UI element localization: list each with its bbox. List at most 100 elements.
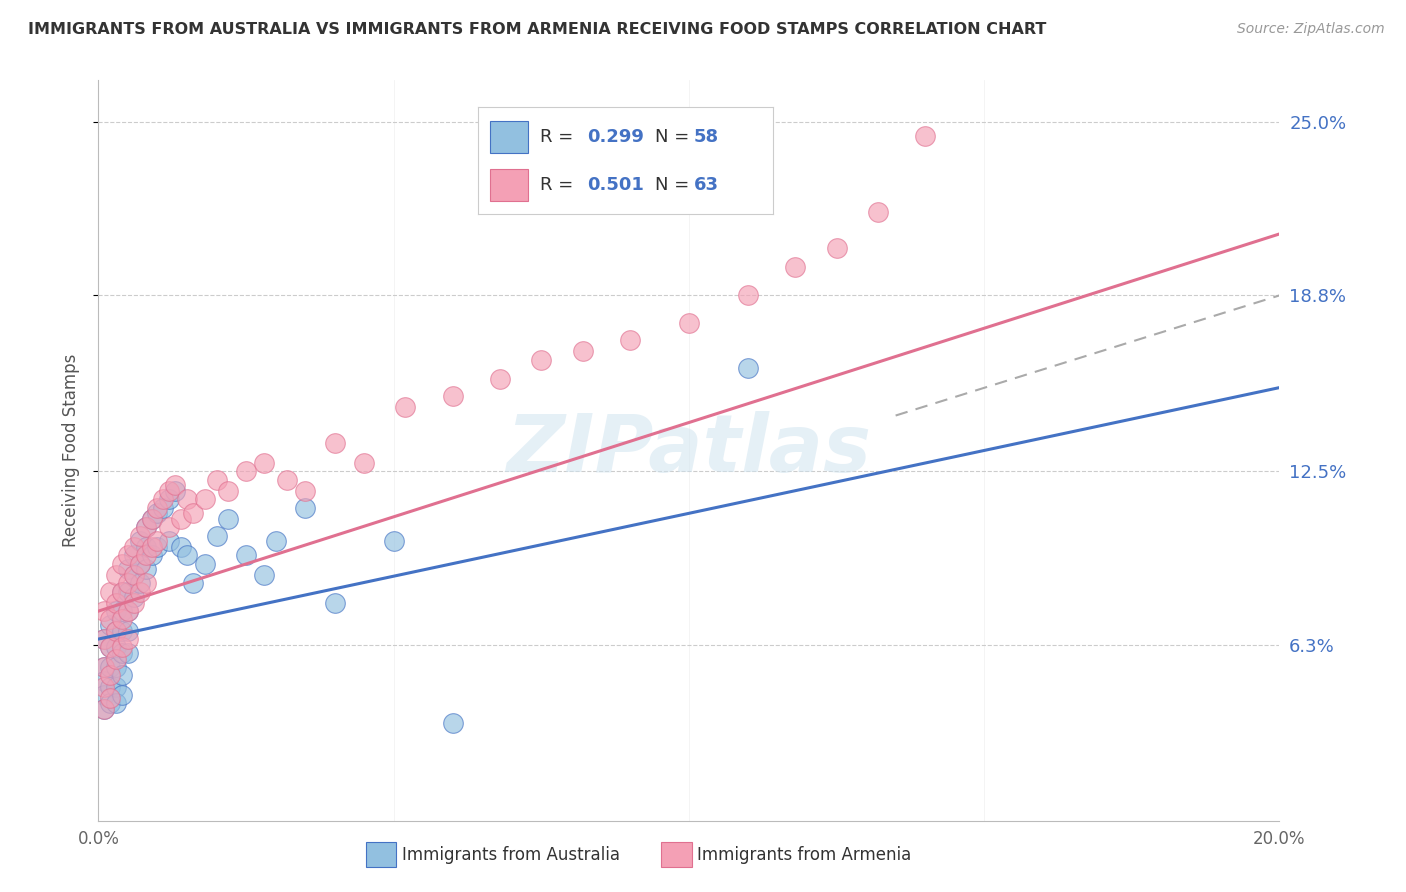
Point <box>825 241 848 255</box>
Point <box>141 512 163 526</box>
Point <box>117 604 139 618</box>
Point <box>146 506 169 520</box>
Point <box>194 492 217 507</box>
Point <box>128 576 150 591</box>
Point <box>111 584 134 599</box>
Text: R =: R = <box>540 128 579 146</box>
Point <box>117 632 139 646</box>
Y-axis label: Receiving Food Stamps: Receiving Food Stamps <box>62 354 80 547</box>
Point <box>152 500 174 515</box>
Point <box>530 352 553 367</box>
Point <box>111 624 134 638</box>
Text: R =: R = <box>540 177 579 194</box>
Point <box>122 540 145 554</box>
Text: Source: ZipAtlas.com: Source: ZipAtlas.com <box>1237 22 1385 37</box>
Text: IMMIGRANTS FROM AUSTRALIA VS IMMIGRANTS FROM ARMENIA RECEIVING FOOD STAMPS CORRE: IMMIGRANTS FROM AUSTRALIA VS IMMIGRANTS … <box>28 22 1046 37</box>
Point <box>141 512 163 526</box>
Point <box>111 640 134 655</box>
Point <box>217 483 239 498</box>
Point <box>235 548 257 562</box>
Point <box>111 646 134 660</box>
Point <box>194 557 217 571</box>
Point <box>93 702 115 716</box>
Point <box>128 557 150 571</box>
Point <box>737 361 759 376</box>
Point <box>105 624 128 638</box>
Text: 58: 58 <box>693 128 718 146</box>
Point <box>98 640 121 655</box>
Point <box>146 534 169 549</box>
Point <box>105 680 128 694</box>
Point <box>141 540 163 554</box>
Point <box>235 464 257 478</box>
Point <box>353 456 375 470</box>
Point <box>441 715 464 730</box>
Point <box>105 604 128 618</box>
Point <box>264 534 287 549</box>
Point <box>176 548 198 562</box>
Point <box>117 548 139 562</box>
Point <box>122 590 145 604</box>
Point <box>276 473 298 487</box>
Point <box>93 702 115 716</box>
Point <box>382 534 405 549</box>
Point <box>117 576 139 591</box>
Point <box>157 520 180 534</box>
Point <box>98 668 121 682</box>
Point <box>217 512 239 526</box>
Point <box>323 436 346 450</box>
Point <box>105 696 128 710</box>
Point <box>135 576 157 591</box>
Point <box>253 567 276 582</box>
Point <box>294 500 316 515</box>
Point <box>117 624 139 638</box>
Point <box>98 584 121 599</box>
Point <box>98 690 121 705</box>
Point <box>105 596 128 610</box>
Point <box>93 680 115 694</box>
Point <box>146 500 169 515</box>
Point <box>105 624 128 638</box>
Text: 0.299: 0.299 <box>588 128 644 146</box>
Point <box>105 660 128 674</box>
Point <box>135 540 157 554</box>
Point <box>441 389 464 403</box>
Point <box>165 478 187 492</box>
Point <box>294 483 316 498</box>
Text: N =: N = <box>655 128 695 146</box>
Point <box>111 557 134 571</box>
Point <box>128 557 150 571</box>
FancyBboxPatch shape <box>489 169 529 202</box>
Point <box>205 473 228 487</box>
Point <box>98 660 121 674</box>
Point <box>93 660 115 674</box>
Point <box>117 562 139 576</box>
Point <box>93 673 115 688</box>
Point <box>205 529 228 543</box>
Point <box>489 372 512 386</box>
Point <box>122 567 145 582</box>
Point <box>98 618 121 632</box>
Text: Immigrants from Australia: Immigrants from Australia <box>402 846 620 863</box>
Text: ZIPatlas: ZIPatlas <box>506 411 872 490</box>
Point <box>170 512 193 526</box>
Point <box>253 456 276 470</box>
Point <box>98 696 121 710</box>
Point <box>619 333 641 347</box>
Point <box>157 534 180 549</box>
Point <box>122 567 145 582</box>
Point <box>866 204 889 219</box>
Point <box>785 260 807 275</box>
Point <box>117 584 139 599</box>
Point <box>128 529 150 543</box>
Point <box>737 288 759 302</box>
Text: Immigrants from Armenia: Immigrants from Armenia <box>697 846 911 863</box>
Point <box>135 548 157 562</box>
Point <box>98 680 121 694</box>
Point <box>98 612 121 626</box>
Text: N =: N = <box>655 177 695 194</box>
Point <box>93 604 115 618</box>
Point <box>146 540 169 554</box>
Point <box>914 129 936 144</box>
Text: 63: 63 <box>693 177 718 194</box>
